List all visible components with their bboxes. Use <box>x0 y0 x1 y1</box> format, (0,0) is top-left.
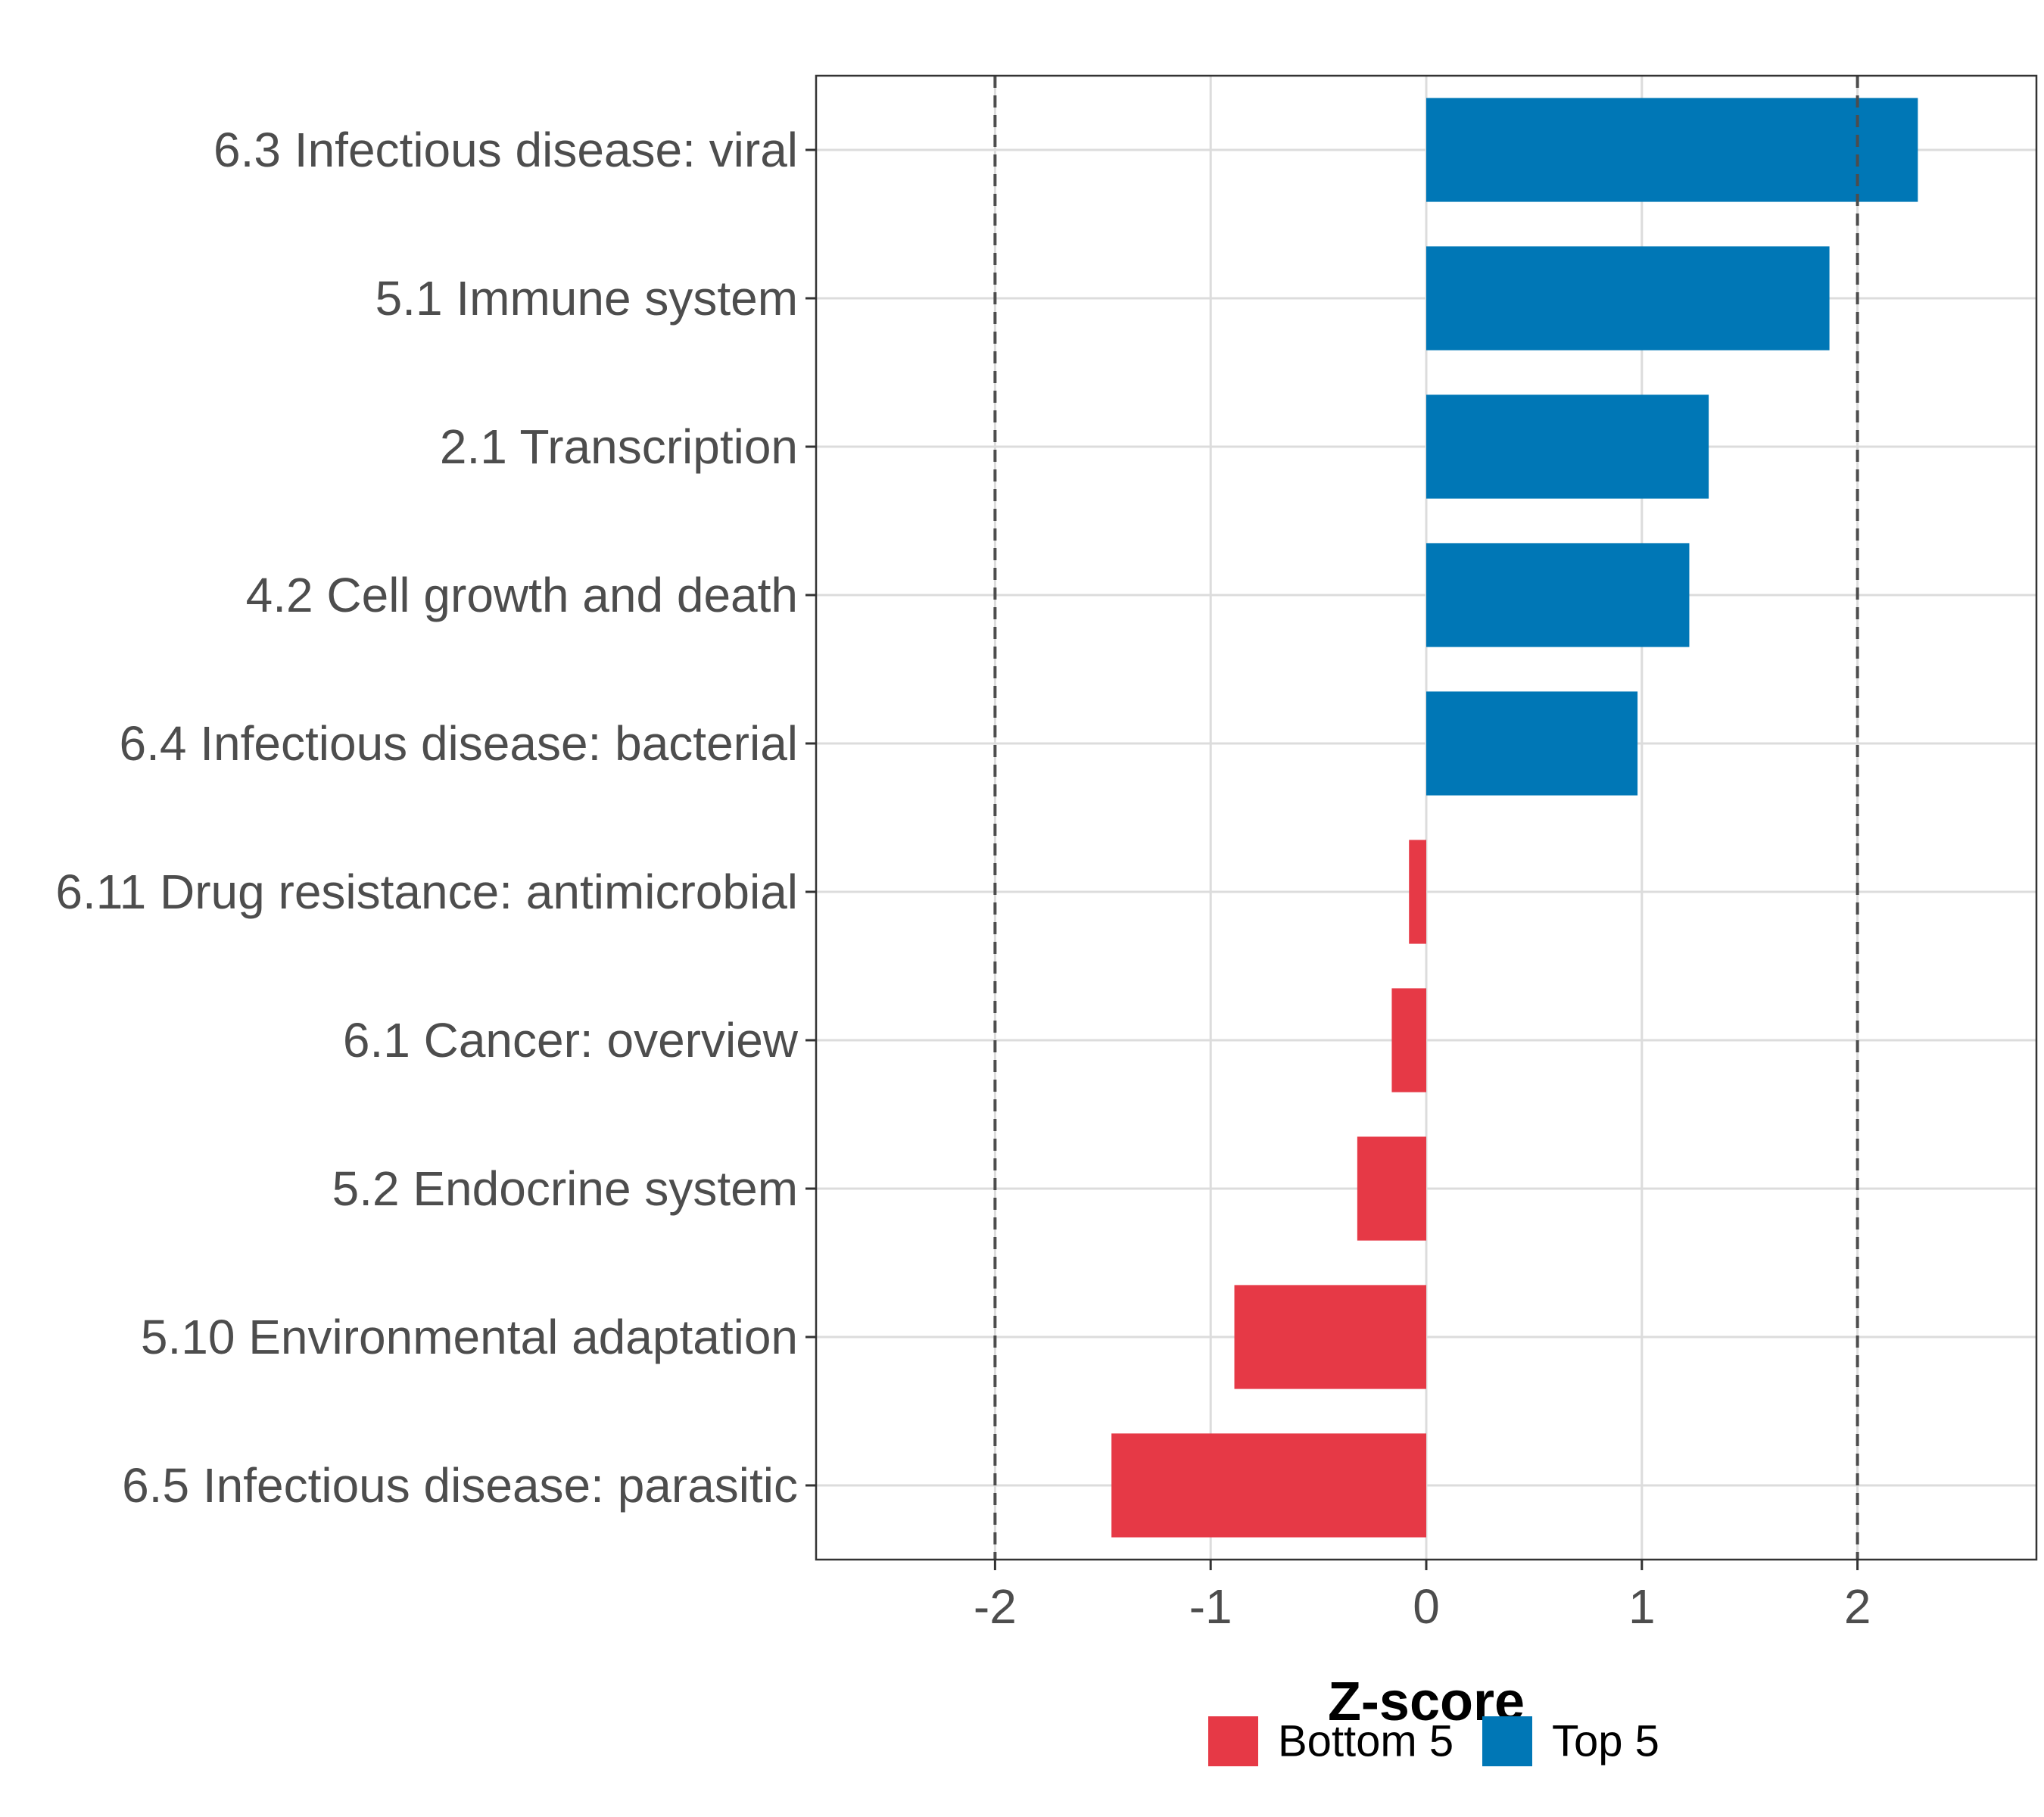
bar-1 <box>1426 98 1918 202</box>
category-label: 6.5 Infectious disease: parasitic <box>122 1458 798 1513</box>
legend-label: Top 5 <box>1552 1717 1659 1766</box>
category-label: 5.10 Environmental adaptation <box>141 1310 798 1364</box>
bar-8 <box>1357 1136 1426 1241</box>
legend: Bottom 5 Top 5 <box>1208 1716 1659 1766</box>
legend-label: Bottom 5 <box>1278 1717 1454 1766</box>
x-tick-label: -2 <box>974 1579 1017 1634</box>
reference-lines <box>993 76 1859 1560</box>
bar-3 <box>1426 394 1709 499</box>
x-tick-label: 2 <box>1844 1579 1871 1634</box>
bars <box>1111 98 1918 1538</box>
x-tick-label: -1 <box>1189 1579 1232 1634</box>
bar-7 <box>1391 988 1426 1092</box>
x-tick-label: 0 <box>1413 1579 1440 1634</box>
bar-10 <box>1111 1433 1426 1538</box>
category-label: 6.11 Drug resistance: antimicrobial <box>55 865 798 919</box>
bar-5 <box>1426 691 1638 796</box>
legend-key-top-5 <box>1482 1716 1532 1766</box>
category-label: 6.1 Cancer: overview <box>343 1013 799 1067</box>
bar-6 <box>1409 840 1426 944</box>
category-label: 6.4 Infectious disease: bacterial <box>119 716 798 771</box>
category-label: 5.1 Immune system <box>375 271 798 326</box>
category-label: 5.2 Endocrine system <box>332 1161 798 1216</box>
y-axis: 6.3 Infectious disease: viral 5.1 Immune … <box>55 123 816 1513</box>
bar-4 <box>1426 543 1690 647</box>
category-label: 2.1 Transcription <box>440 419 798 474</box>
bar-9 <box>1234 1285 1426 1389</box>
category-label: 4.2 Cell growth and death <box>246 568 798 622</box>
x-axis: -2 -1 0 1 2 <box>974 1560 1871 1634</box>
x-tick-label: 1 <box>1628 1579 1656 1634</box>
category-label: 6.3 Infectious disease: viral <box>213 123 798 177</box>
bar-2 <box>1426 246 1830 351</box>
legend-key-bottom-5 <box>1208 1716 1258 1766</box>
